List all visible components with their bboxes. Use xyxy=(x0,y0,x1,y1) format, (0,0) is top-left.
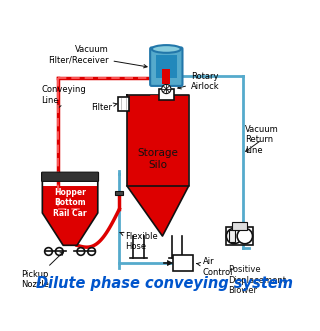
Polygon shape xyxy=(42,186,98,245)
Bar xyxy=(173,255,193,271)
Circle shape xyxy=(237,228,252,244)
Text: Air
Control: Air Control xyxy=(197,257,233,277)
Bar xyxy=(156,55,177,78)
Text: Storage
Silo: Storage Silo xyxy=(137,148,178,170)
Bar xyxy=(163,69,170,84)
Polygon shape xyxy=(150,95,165,157)
Text: Hopper
Bottom
Rail Car: Hopper Bottom Rail Car xyxy=(53,188,87,218)
Text: Positive
Displacement
Blower: Positive Displacement Blower xyxy=(228,265,286,295)
Bar xyxy=(118,97,129,111)
Text: Vacuum
Return
Line: Vacuum Return Line xyxy=(245,125,279,155)
Circle shape xyxy=(162,84,171,94)
Text: Rotary
Airlock: Rotary Airlock xyxy=(178,71,220,91)
Polygon shape xyxy=(167,260,173,266)
Text: Vacuum
Filter/Receiver: Vacuum Filter/Receiver xyxy=(48,45,147,68)
Text: Pickup
Nozzle: Pickup Nozzle xyxy=(21,252,63,289)
Bar xyxy=(232,222,247,230)
Bar xyxy=(226,227,253,245)
Polygon shape xyxy=(127,95,189,236)
FancyBboxPatch shape xyxy=(42,172,99,181)
Text: Flexible
Hose: Flexible Hose xyxy=(120,232,158,251)
Text: Filter: Filter xyxy=(91,103,117,112)
Bar xyxy=(159,89,174,100)
Bar xyxy=(116,191,123,195)
Circle shape xyxy=(226,228,242,244)
Ellipse shape xyxy=(152,45,181,53)
Text: Dilute phase conveying system: Dilute phase conveying system xyxy=(36,276,292,291)
Text: Conveying
Line: Conveying Line xyxy=(42,85,86,108)
Bar xyxy=(229,230,235,242)
Bar xyxy=(42,174,98,213)
FancyBboxPatch shape xyxy=(150,47,182,86)
